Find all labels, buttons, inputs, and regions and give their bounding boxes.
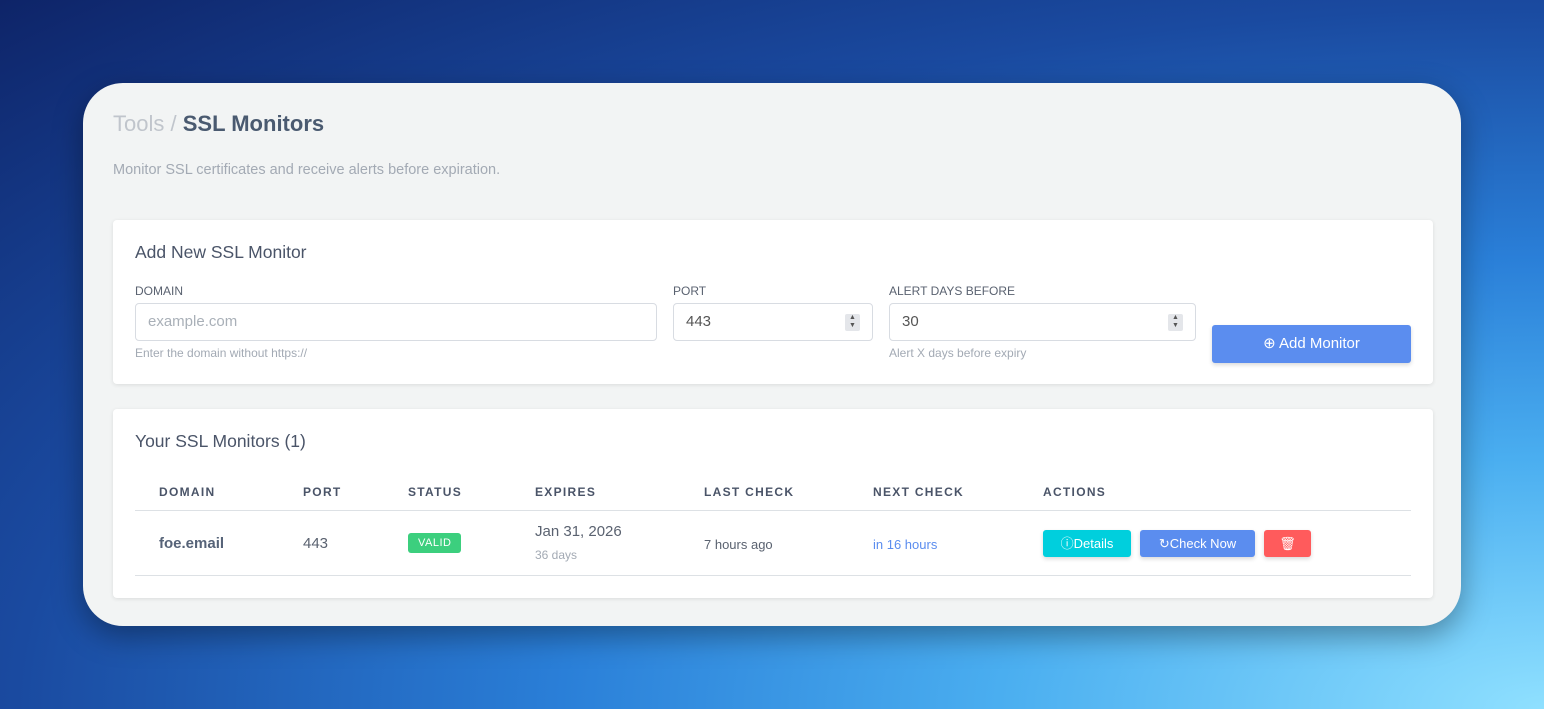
port-stepper[interactable]: ▲ ▼ (845, 314, 860, 331)
breadcrumb-parent[interactable]: Tools (113, 111, 165, 136)
column-header: NEXT CHECK (873, 485, 965, 499)
page-subtitle: Monitor SSL certificates and receive ale… (113, 162, 501, 178)
column-header: STATUS (408, 485, 463, 499)
column-header: ACTIONS (1043, 485, 1107, 499)
card-title: Your SSL Monitors (1) (135, 431, 306, 451)
domain-input[interactable]: example.com (135, 303, 657, 341)
info-icon: ⓘ (1060, 536, 1074, 551)
domain-cell: foe.email (159, 535, 225, 552)
breadcrumb-separator: / (170, 111, 177, 136)
monitors-card: Your SSL Monitors (1) DOMAIN PORT STATUS… (113, 409, 1433, 598)
last-check-cell: 7 hours ago (704, 537, 773, 552)
domain-label: DOMAIN (135, 284, 183, 298)
add-monitor-button[interactable]: ⊕ Add Monitor (1212, 325, 1411, 363)
divider (135, 510, 1411, 511)
app-window: Tools / SSL Monitors Monitor SSL certifi… (83, 83, 1461, 626)
breadcrumb: Tools / SSL Monitors (113, 111, 324, 137)
check-now-label: Check Now (1169, 536, 1237, 551)
alert-days-hint: Alert X days before expiry (889, 346, 1027, 360)
trash-icon: 🗑 (1279, 536, 1296, 551)
column-header: LAST CHECK (704, 485, 795, 499)
alert-days-label: ALERT DAYS BEFORE (889, 284, 1016, 298)
port-label: PORT (673, 284, 707, 298)
plus-circle-icon: ⊕ (1263, 335, 1276, 352)
expires-in: 36 days (535, 548, 578, 562)
delete-button[interactable]: 🗑 (1264, 530, 1311, 557)
divider (135, 575, 1411, 576)
page-title: SSL Monitors (182, 111, 325, 136)
column-header: DOMAIN (159, 485, 216, 499)
port-cell: 443 (303, 535, 329, 552)
refresh-icon: ↻ (1158, 536, 1170, 551)
check-now-button[interactable]: ↻Check Now (1140, 530, 1255, 557)
alert-days-value: 30 (902, 313, 919, 330)
port-value: 443 (686, 313, 712, 330)
add-monitor-card: Add New SSL Monitor DOMAIN example.com E… (113, 220, 1433, 384)
column-header: PORT (303, 485, 342, 499)
port-input[interactable]: 443 ▲ ▼ (673, 303, 873, 341)
details-label: Details (1073, 536, 1114, 551)
alert-days-input[interactable]: 30 ▲ ▼ (889, 303, 1196, 341)
column-header: EXPIRES (535, 485, 597, 499)
status-badge: VALID (408, 533, 462, 553)
next-check-cell: in 16 hours (873, 537, 938, 552)
card-title: Add New SSL Monitor (135, 242, 307, 262)
expires-date: Jan 31, 2026 (535, 523, 622, 540)
add-monitor-label: Add Monitor (1279, 335, 1360, 352)
domain-hint: Enter the domain without https:// (135, 346, 308, 360)
details-button[interactable]: ⓘDetails (1043, 530, 1131, 557)
alert-days-stepper[interactable]: ▲ ▼ (1168, 314, 1183, 331)
